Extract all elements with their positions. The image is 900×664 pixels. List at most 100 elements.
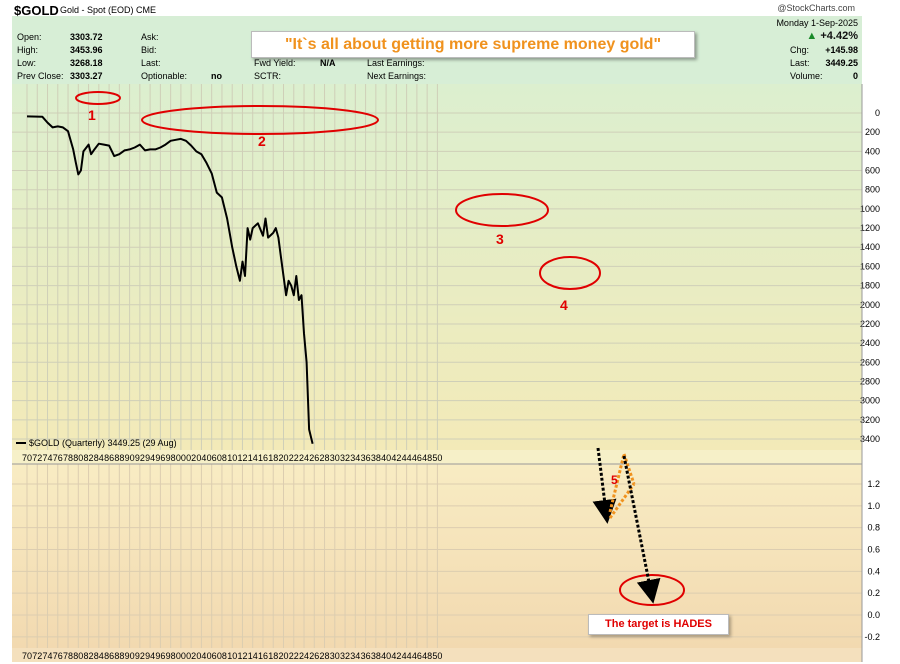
lower-x-tick: 92 <box>135 651 145 661</box>
sctr-label: SCTR: <box>254 71 281 81</box>
target-circle <box>619 574 685 606</box>
lower-grid <box>12 464 862 648</box>
lower-x-tick: 14 <box>248 651 258 661</box>
lower-x-tick: 82 <box>84 651 94 661</box>
lower-x-tick: 02 <box>186 651 196 661</box>
arrow-down-2 <box>622 455 661 604</box>
upper-xaxis-bg <box>12 450 862 464</box>
upper-x-tick: 00 <box>176 453 186 463</box>
upper-x-tick: 14 <box>248 453 258 463</box>
upper-y-tick: 2200 <box>860 319 880 329</box>
circle-2 <box>141 105 379 135</box>
legend: $GOLD (Quarterly) 3449.25 (29 Aug) <box>16 438 177 448</box>
circle-4 <box>539 256 601 290</box>
lower-x-tick: 98 <box>166 651 176 661</box>
open-value: 3303.72 <box>70 32 103 42</box>
upper-x-tick: 80 <box>73 453 83 463</box>
label-5: 5 <box>611 473 618 487</box>
upper-x-tick: 90 <box>125 453 135 463</box>
lower-x-tick: 26 <box>309 651 319 661</box>
description: Gold - Spot (EOD) <box>60 5 134 15</box>
upper-y-tick: 1200 <box>860 223 880 233</box>
upper-y-tick: 800 <box>865 185 880 195</box>
lower-x-tick: 06 <box>207 651 217 661</box>
upper-x-tick: 12 <box>237 453 247 463</box>
upper-y-tick: 1800 <box>860 281 880 291</box>
lower-x-tick: 48 <box>422 651 432 661</box>
upper-x-tick: 84 <box>94 453 104 463</box>
lower-x-tick: 70 <box>22 651 32 661</box>
lower-x-tick: 36 <box>361 651 371 661</box>
lower-y-tick: 1.2 <box>867 479 880 489</box>
upper-x-tick: 16 <box>258 453 268 463</box>
chg-label: Chg: <box>790 45 810 55</box>
lower-x-tick: 16 <box>258 651 268 661</box>
upper-y-tick: 2400 <box>860 338 880 348</box>
upper-x-tick: 50 <box>432 453 442 463</box>
lower-x-tick: 46 <box>412 651 422 661</box>
quote-box: "It`s all about getting more supreme mon… <box>251 31 695 58</box>
symbol-description: Gold - Spot (EOD) CME <box>60 5 156 15</box>
upper-x-tick: 10 <box>227 453 237 463</box>
lower-y-tick: 0.8 <box>867 523 880 533</box>
upper-x-tick: 72 <box>32 453 42 463</box>
lower-x-tick: 38 <box>371 651 381 661</box>
upper-x-tick: 44 <box>402 453 412 463</box>
upper-x-tick: 36 <box>361 453 371 463</box>
upper-y-tick: 3000 <box>860 396 880 406</box>
last-label-mid: Last: <box>141 58 161 68</box>
upper-x-tick: 06 <box>207 453 217 463</box>
upper-y-tick: 2600 <box>860 357 880 367</box>
upper-x-tick: 38 <box>371 453 381 463</box>
lower-x-tick: 04 <box>196 651 206 661</box>
next-earnings-label: Next Earnings: <box>367 71 427 81</box>
lower-x-tick: 72 <box>32 651 42 661</box>
series-layer <box>26 115 314 444</box>
upper-x-tick: 02 <box>186 453 196 463</box>
prevclose-label: Prev Close: <box>17 71 64 81</box>
upper-x-tick: 34 <box>350 453 360 463</box>
upper-x-tick: 42 <box>391 453 401 463</box>
upper-x-tick: 26 <box>309 453 319 463</box>
up-triangle-icon: ▲ <box>806 30 818 42</box>
lower-x-tick: 30 <box>330 651 340 661</box>
lower-x-tick: 50 <box>432 651 442 661</box>
lower-x-tick: 20 <box>278 651 288 661</box>
upper-x-tick: 46 <box>412 453 422 463</box>
ask-label: Ask: <box>141 32 159 42</box>
circle-3 <box>455 193 549 227</box>
lower-x-tick: 34 <box>350 651 360 661</box>
volume-value: 0 <box>852 71 858 81</box>
upper-x-tick: 86 <box>104 453 114 463</box>
chg-value: +145.98 <box>825 45 858 55</box>
lower-y-tick: 0.0 <box>867 610 880 620</box>
upper-y-tick: 600 <box>865 166 880 176</box>
upper-x-tick: 98 <box>166 453 176 463</box>
legend-text: $GOLD (Quarterly) 3449.25 (29 Aug) <box>29 438 177 448</box>
lower-x-tick: 84 <box>94 651 104 661</box>
target-box: The target is HADES <box>588 614 729 635</box>
lower-x-tick: 78 <box>63 651 73 661</box>
lower-x-tick: 18 <box>268 651 278 661</box>
lower-x-tick: 42 <box>391 651 401 661</box>
upper-x-tick: 70 <box>22 453 32 463</box>
upper-x-tick: 76 <box>53 453 63 463</box>
arrow-cross-orange <box>608 483 636 519</box>
change-pct-value: +4.42% <box>820 30 858 42</box>
label-2: 2 <box>258 133 266 149</box>
bid-label: Bid: <box>141 45 157 55</box>
prevclose-value: 3303.27 <box>70 71 103 81</box>
label-4: 4 <box>560 297 568 313</box>
optionable-label: Optionable: <box>141 71 188 81</box>
upper-y-tick: 400 <box>865 146 880 156</box>
lower-x-tick: 12 <box>237 651 247 661</box>
lower-y-tick: -0.2 <box>864 632 880 642</box>
upper-y-tick: 200 <box>865 127 880 137</box>
lower-x-tick: 22 <box>289 651 299 661</box>
optionable-value: no <box>211 71 222 81</box>
upper-x-tick: 32 <box>340 453 350 463</box>
lower-x-tick: 24 <box>299 651 309 661</box>
arrow-down-1 <box>592 447 617 524</box>
upper-x-tick: 04 <box>196 453 206 463</box>
lower-x-tick: 80 <box>73 651 83 661</box>
